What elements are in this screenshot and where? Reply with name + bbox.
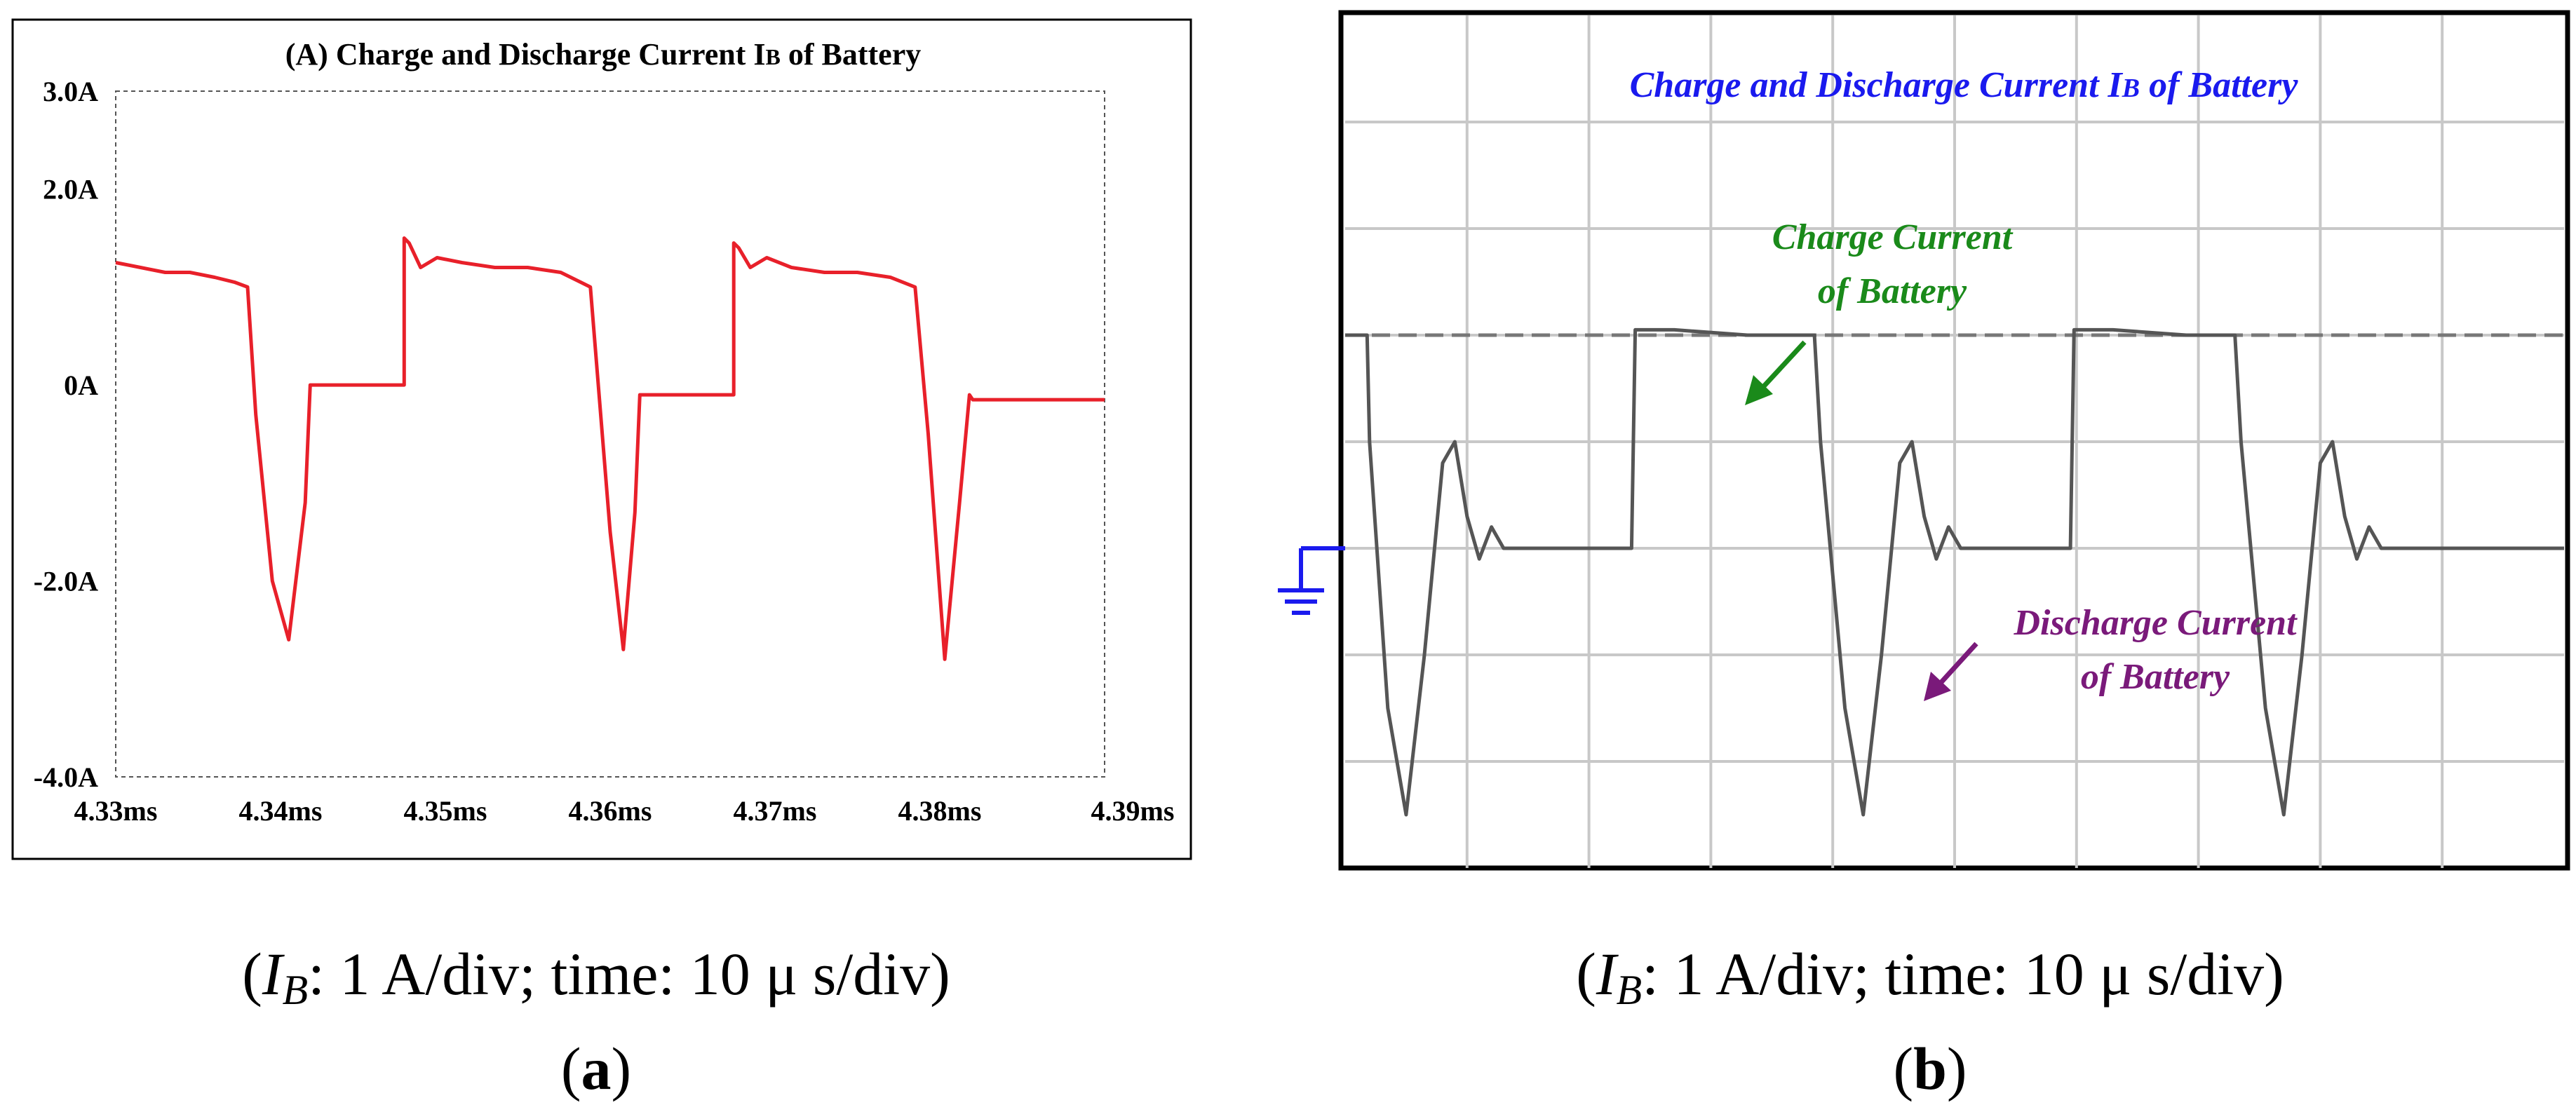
panel-a-series (115, 236, 1105, 661)
panel-a-x-tick-label: 4.39ms (1091, 795, 1175, 827)
panel-a-caption: (IB: 1 A/div; time: 10 μ s/div) (242, 940, 950, 1013)
discharge-label-line2: of Battery (2081, 657, 2230, 697)
panel-b-title: Charge and Discharge Current IB of Batte… (1630, 65, 2299, 105)
panel-a-x-tick-label: 4.37ms (734, 795, 817, 827)
panel-a-letter: (a) (561, 1035, 631, 1102)
panel-a-y-tick-label: 2.0A (43, 174, 98, 205)
panel-a-x-tick-label: 4.34ms (239, 795, 323, 827)
panel-a-title: (A) Charge and Discharge Current IB of B… (285, 37, 922, 72)
panel-a-y-axis: 3.0A 2.0A 0A -2.0A -4.0A (34, 76, 98, 793)
panel-a-y-tick-label: 0A (64, 369, 98, 401)
panel-a-plot-area (115, 90, 1105, 778)
panel-a-y-tick-label: -2.0A (34, 566, 98, 597)
panel-a-x-tick-label: 4.33ms (74, 795, 158, 827)
panel-b-series-line (1345, 327, 2564, 817)
panel-b: Charge and Discharge Current IB of Batte… (1278, 10, 2570, 871)
panel-b-series (1345, 327, 2564, 817)
panel-a-x-tick-label: 4.36ms (569, 795, 652, 827)
discharge-label-line1: Discharge Current (2013, 603, 2298, 643)
panel-a: (A) Charge and Discharge Current IB of B… (11, 18, 1192, 860)
panel-a-y-tick-label: 3.0A (43, 76, 98, 107)
panel-b-caption: (IB: 1 A/div; time: 10 μ s/div) (1576, 940, 2284, 1013)
panel-a-series-line (115, 236, 1105, 661)
ground-symbol-icon (1278, 546, 1345, 615)
panel-b-letter: (b) (1893, 1035, 1967, 1102)
charge-arrow-icon (1745, 340, 1807, 405)
charge-label-line1: Charge Current (1772, 217, 2014, 257)
panel-a-y-tick-label: -4.0A (34, 761, 98, 793)
panel-a-x-tick-label: 4.35ms (404, 795, 487, 827)
panel-a-x-tick-label: 4.38ms (898, 795, 982, 827)
charge-label-line2: of Battery (1818, 271, 1967, 311)
discharge-arrow-icon (1924, 642, 1978, 701)
panel-a-x-axis: 4.33ms 4.34ms 4.35ms 4.36ms 4.37ms 4.38ms 4.39… (74, 795, 1175, 827)
